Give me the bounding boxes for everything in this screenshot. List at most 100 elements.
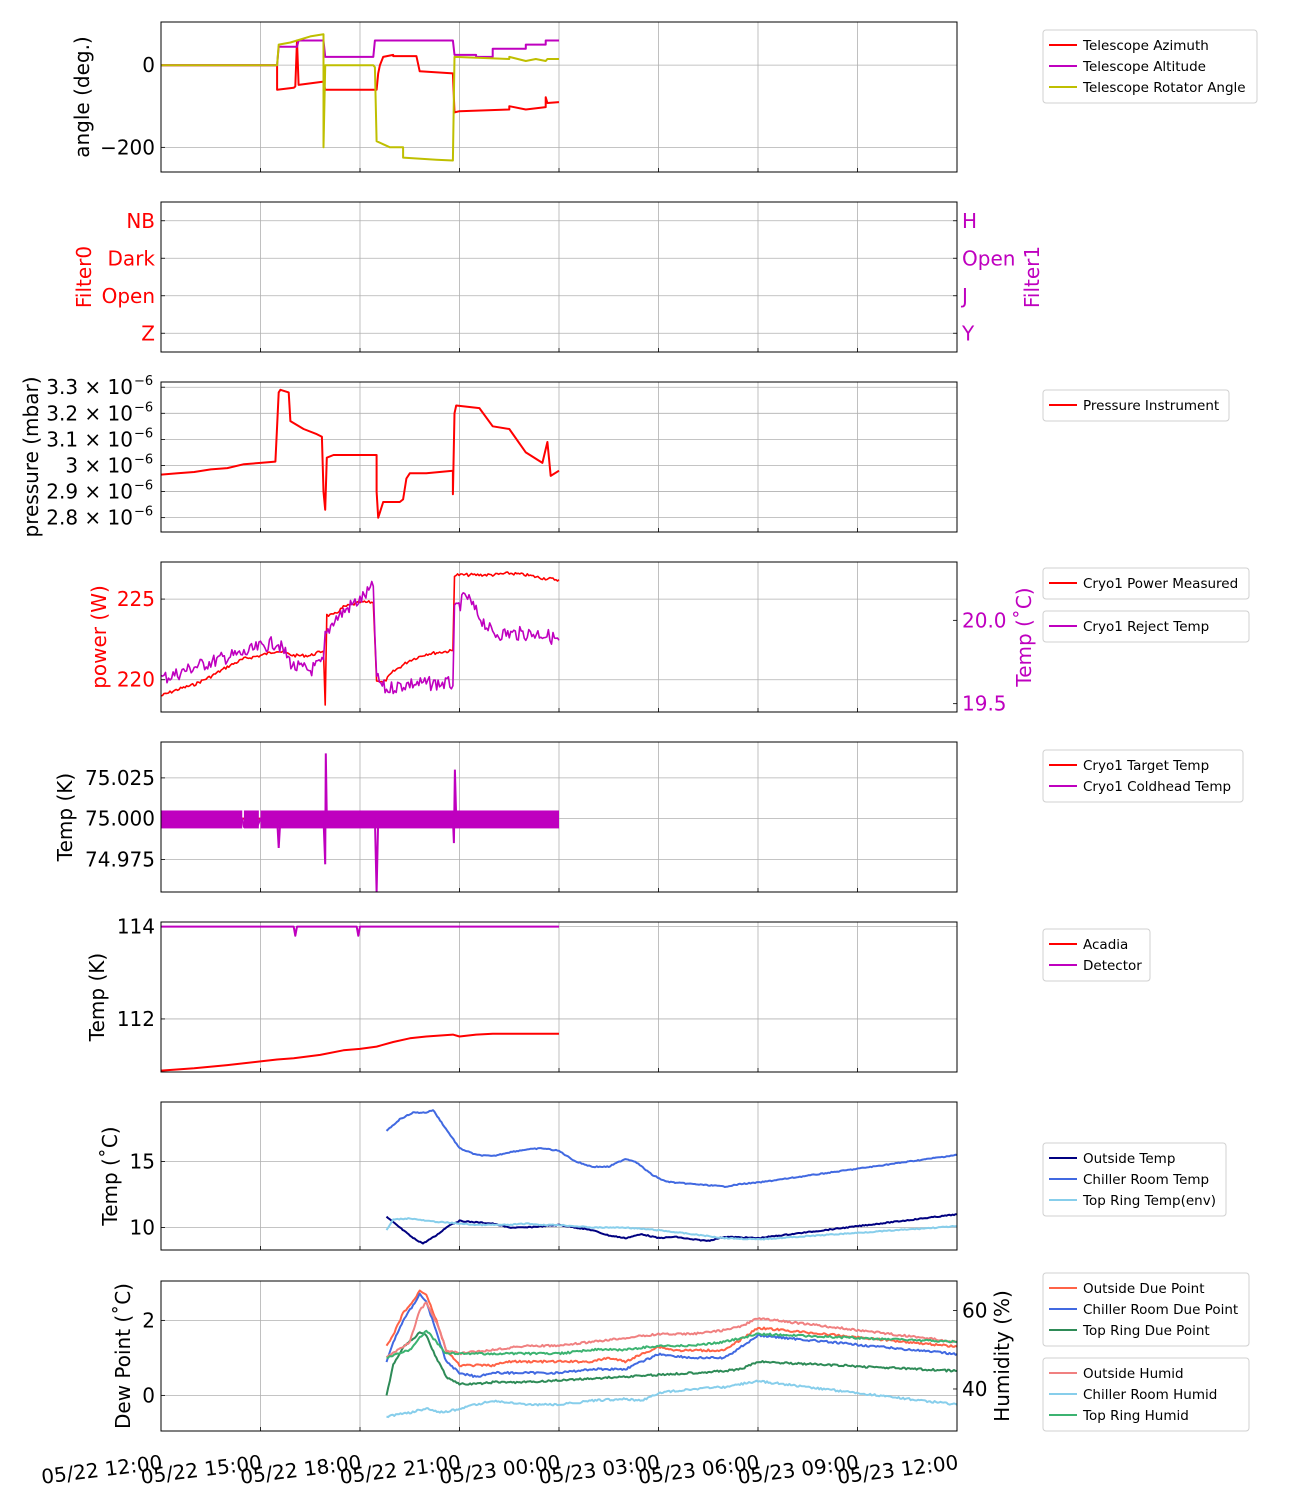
y-tick-label: 0 xyxy=(142,1383,155,1407)
panel-5: 75.025 75.000 74.975 Temp (K) Cryo1 Target T… xyxy=(53,741,1244,893)
series-line xyxy=(386,1329,957,1359)
y-right-tick-label: 60 xyxy=(962,1298,987,1322)
legend-label: Top Ring Due Point xyxy=(1082,1323,1210,1339)
series-line xyxy=(161,925,559,937)
series-line xyxy=(386,1379,957,1419)
legend-label: Pressure Instrument xyxy=(1083,398,1219,414)
y-right-tick-label: 40 xyxy=(962,1377,987,1401)
y-tick-exponent: −6 xyxy=(134,479,153,494)
y-tick-label: Open xyxy=(102,284,155,308)
series-line xyxy=(385,1213,957,1245)
panel-8: 2 0 60 40 Dew Point (˚C) Humidity (%) Outside … xyxy=(111,1272,1250,1432)
y-tick-label: 0 xyxy=(142,53,155,77)
panel-7: 15 10 Temp (˚C) Outside Temp Chiller Room Te… xyxy=(98,1101,1227,1251)
legend-label: Chiller Room Temp xyxy=(1083,1172,1209,1188)
y-tick-label: 75.000 xyxy=(85,807,155,831)
legend-label: Chiller Room Due Point xyxy=(1083,1302,1238,1318)
legend-label: Outside Temp xyxy=(1083,1151,1175,1167)
y-tick-label: 3.1 × 10 xyxy=(46,427,133,451)
y-right-tick-label: Open xyxy=(962,246,1015,270)
panel-3: 3.3 × 10 −63.2 × 10 −63.1 × 10 −63 × 10 −62.… xyxy=(19,374,1230,538)
series-group xyxy=(161,388,560,519)
legend-box xyxy=(1042,567,1250,600)
legend-box xyxy=(1042,389,1230,422)
y-right-axis-label: Filter1 xyxy=(1020,246,1044,308)
legend-label: Cryo1 Coldhead Temp xyxy=(1083,779,1231,795)
series-group xyxy=(385,1289,957,1419)
legend-label: Acadia xyxy=(1083,937,1128,953)
y-tick-label: 114 xyxy=(117,915,155,939)
y-right-axis-label: Temp (˚C) xyxy=(1012,587,1036,687)
axes-frame xyxy=(160,201,958,353)
axes-frame xyxy=(160,1101,958,1251)
series-line xyxy=(161,39,559,67)
series-line xyxy=(385,1109,957,1188)
series-group xyxy=(161,571,560,706)
y-tick-label: 3 × 10 xyxy=(65,453,133,477)
series-line xyxy=(161,388,560,519)
y-tick-exponent: −6 xyxy=(134,400,153,415)
axes-frame xyxy=(160,381,958,533)
legend-label: Outside Humid xyxy=(1083,1366,1184,1382)
y-right-tick-label: 19.5 xyxy=(962,692,1007,716)
y-tick-label: 2 xyxy=(142,1308,155,1332)
y-tick-label: 3.2 × 10 xyxy=(46,401,133,425)
series-line xyxy=(161,33,559,162)
y-tick-label: 2.9 × 10 xyxy=(46,480,133,504)
series-line xyxy=(385,1331,957,1396)
series-line xyxy=(161,753,559,892)
panel-2: NB Dark Open Z H Open JY Filter0 Filter1 xyxy=(72,201,1044,353)
legend-box xyxy=(1042,749,1244,803)
legend-label: Telescope Altitude xyxy=(1082,59,1206,75)
legend-box xyxy=(1042,1142,1227,1217)
y-right-tick-label: Y xyxy=(961,321,975,345)
y-tick-label: 74.975 xyxy=(85,847,155,871)
axes-frame xyxy=(160,741,958,893)
series-line xyxy=(385,1292,957,1378)
y-axis-label: power (W) xyxy=(87,585,111,689)
series-group xyxy=(161,925,559,1072)
legend-label: Chiller Room Humid xyxy=(1083,1387,1217,1403)
y-tick-label: 10 xyxy=(130,1216,155,1240)
legend-box xyxy=(1042,1357,1250,1432)
legend-label: Telescope Rotator Angle xyxy=(1082,80,1246,96)
y-tick-label: NB xyxy=(126,209,155,233)
y-tick-exponent: −6 xyxy=(134,426,153,441)
axes-frame xyxy=(160,1280,958,1432)
y-axis-label: angle (deg.) xyxy=(70,36,94,158)
series-line xyxy=(385,1301,957,1359)
legend-label: Top Ring Temp(env) xyxy=(1082,1193,1216,1209)
y-right-tick-label: J xyxy=(960,284,968,308)
axes-frame xyxy=(160,921,958,1073)
y-axis-label: Temp (K) xyxy=(85,953,109,1042)
legend-label: Outside Due Point xyxy=(1083,1281,1205,1297)
series-group xyxy=(161,33,560,162)
legend-label: Detector xyxy=(1083,958,1142,974)
y-tick-label: 112 xyxy=(117,1007,155,1031)
legend-box xyxy=(1042,610,1250,643)
legend-box xyxy=(1042,1272,1250,1347)
legend-label: Cryo1 Target Temp xyxy=(1083,758,1209,774)
series-line xyxy=(161,580,560,695)
y-tick-label: Z xyxy=(141,321,155,345)
series-group xyxy=(161,753,559,892)
series-line xyxy=(161,39,560,114)
y-tick-label: 2.8 × 10 xyxy=(46,506,133,530)
legend-label: Cryo1 Reject Temp xyxy=(1083,619,1209,635)
y-axis-label: Temp (˚C) xyxy=(98,1126,122,1226)
y-axis-label: Dew Point (˚C) xyxy=(111,1283,135,1429)
series-line xyxy=(385,1217,957,1241)
y-right-tick-label: 20.0 xyxy=(962,608,1007,632)
y-tick-label: 3.3 × 10 xyxy=(46,375,133,399)
axes-frame xyxy=(160,561,958,713)
legend-label: Cryo1 Power Measured xyxy=(1083,576,1238,592)
panel-4: 225 220 20.0 19.5 power (W) Temp (˚C) Cryo1 Po… xyxy=(87,561,1250,716)
y-axis-label: Temp (K) xyxy=(53,773,77,862)
series-line xyxy=(161,1032,559,1072)
y-tick-label: 15 xyxy=(130,1149,155,1173)
panel-6: 114 112 Temp (K) Acadia Detector xyxy=(85,915,1151,1073)
y-right-tick-label: H xyxy=(962,209,977,233)
